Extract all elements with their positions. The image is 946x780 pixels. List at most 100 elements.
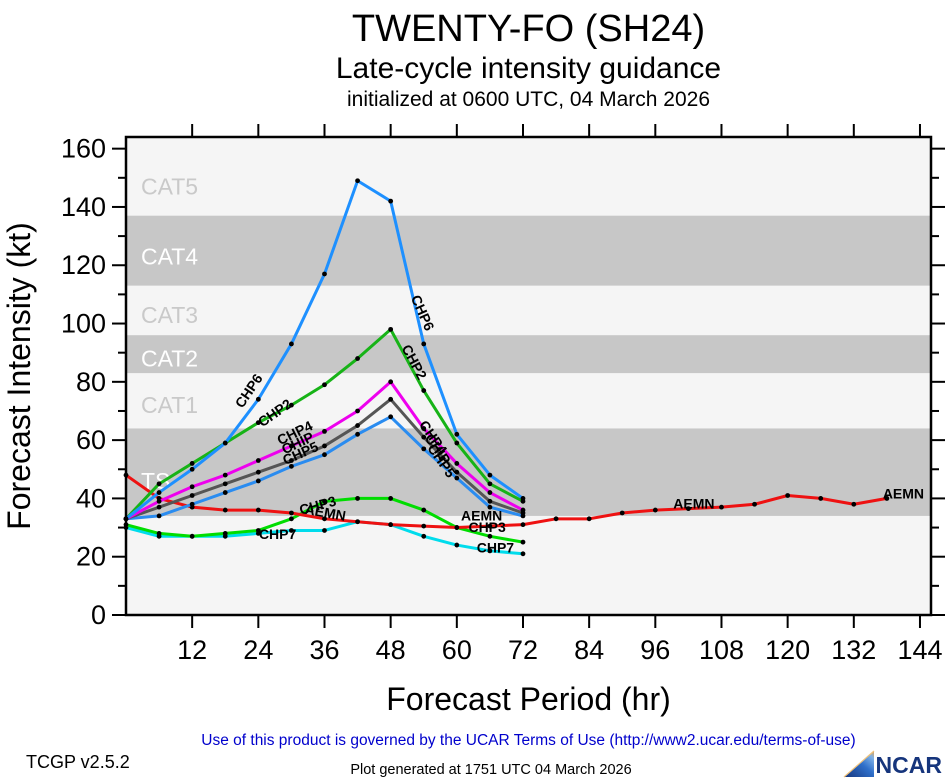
- series-chp4-point: [255, 458, 261, 463]
- series-chp5-point: [222, 490, 228, 495]
- series-aemn-point: [487, 523, 493, 529]
- plot-frame: [124, 135, 933, 617]
- band-label-cat3: CAT3: [141, 302, 198, 328]
- series-chp6-point: [388, 198, 394, 204]
- series-chp3-point: [520, 539, 526, 545]
- series-chp2-point: [255, 420, 261, 426]
- band-label-cat1: CAT1: [141, 392, 198, 418]
- series-chp4-point: [355, 408, 360, 414]
- series-chp5-point: [487, 504, 493, 510]
- series-aemn-point: [289, 510, 294, 516]
- series-chp6-point: [421, 341, 427, 347]
- x-tick-label: 120: [765, 635, 810, 665]
- series-chp2-point: [487, 481, 493, 487]
- series-aemn-point: [785, 493, 791, 498]
- series-aemn-point: [255, 507, 261, 513]
- series-aemn-point: [818, 496, 824, 501]
- series-aemn-point: [553, 516, 559, 522]
- ncar-logo: NCAR: [842, 750, 942, 778]
- series-chp5-point: [421, 446, 427, 452]
- x-tick-label: 108: [699, 635, 744, 665]
- x-axis-title: Forecast Period (hr): [386, 681, 671, 717]
- series-label-chp3: CHP3: [468, 519, 506, 535]
- series-chp4-point: [156, 498, 162, 504]
- x-tick-label: 96: [640, 635, 670, 665]
- series-chp4-point: [520, 507, 526, 513]
- y-tick-label: 0: [91, 600, 106, 630]
- x-tick-label: 48: [376, 635, 406, 665]
- series-chip-point: [156, 504, 162, 510]
- tcgp-version-label: TCGP v2.5.2: [26, 752, 130, 772]
- series-chp7-point: [322, 528, 327, 533]
- series-chp5-point: [289, 463, 294, 469]
- band-cat2: [126, 335, 931, 374]
- series-chp4-point: [289, 443, 294, 449]
- series-chp7-point: [487, 548, 493, 554]
- series-chip-point: [388, 396, 394, 402]
- series-aemn-point: [454, 525, 460, 530]
- series-chip-point: [421, 434, 427, 440]
- x-tick-label: 36: [309, 635, 339, 665]
- series-chp6-point: [322, 271, 327, 277]
- series-chp2-point: [156, 481, 162, 487]
- y-tick-label: 120: [61, 250, 106, 280]
- series-label-chp7: CHP7: [259, 526, 297, 542]
- series-aemn-point: [851, 501, 857, 507]
- series-chp5-point: [255, 478, 261, 484]
- series-chip-point: [355, 423, 360, 428]
- series-chp4-point: [388, 379, 394, 385]
- series-chip-point: [189, 493, 195, 498]
- series-chp2-point: [355, 356, 360, 361]
- series-chp2-point: [421, 388, 427, 393]
- band-ts: [126, 428, 931, 516]
- series-chip-point: [289, 458, 294, 463]
- x-tick-label: 72: [508, 635, 538, 665]
- series-chp5-point: [388, 414, 394, 420]
- x-tick-label: 12: [177, 635, 207, 665]
- series-chp7-point: [454, 542, 460, 548]
- y-tick-label: 20: [76, 542, 106, 572]
- series-chip-point: [222, 481, 228, 487]
- ucar-terms-link[interactable]: Use of this product is governed by the U…: [201, 732, 856, 749]
- series-chp2-point: [189, 461, 195, 466]
- series-aemn-point: [222, 507, 228, 513]
- series-aemn-point: [586, 516, 592, 522]
- series-chp6-point: [222, 440, 228, 446]
- series-chp6-point: [189, 466, 195, 472]
- series-chp6-point: [487, 472, 493, 478]
- series-chp3-point: [355, 496, 360, 501]
- series-chp4-point: [421, 426, 427, 431]
- y-tick-label: 80: [76, 367, 106, 397]
- series-aemn-point: [520, 522, 526, 528]
- series-chp5-point: [454, 475, 460, 481]
- series-aemn-point: [619, 510, 625, 516]
- y-tick-label: 100: [61, 309, 106, 339]
- series-chp6-point: [355, 178, 360, 184]
- x-tick-label: 144: [897, 635, 942, 665]
- series-chp5-point: [156, 513, 162, 519]
- series-chp3-point: [487, 533, 493, 539]
- ncar-swoosh-icon: [843, 750, 874, 778]
- y-tick-label: 140: [61, 192, 106, 222]
- series-chip-point: [322, 443, 327, 449]
- series-chp3-point: [388, 496, 394, 501]
- series-chp2-point: [289, 402, 294, 408]
- x-tick-label: 24: [243, 635, 273, 665]
- series-chp3-point: [289, 516, 294, 522]
- series-chp2-point: [388, 326, 394, 332]
- series-chp4-point: [222, 472, 228, 478]
- series-label-aemn: AEMN: [304, 501, 347, 524]
- series-label-chp7: CHP7: [477, 539, 515, 555]
- series-chp4-point: [487, 490, 493, 495]
- series-aemn-point: [752, 501, 757, 507]
- series-label-aemn: AEMN: [673, 496, 714, 512]
- plot-generated-label: Plot generated at 1751 UTC 04 March 2026: [350, 762, 632, 778]
- series-chp2-point: [454, 440, 460, 446]
- series-chp6-point: [255, 396, 261, 402]
- series-chp5-point: [189, 501, 195, 507]
- y-axis-title: Forecast Intensity (kt): [1, 222, 37, 530]
- series-chp4-point: [189, 484, 195, 490]
- series-chp2-point: [322, 382, 327, 388]
